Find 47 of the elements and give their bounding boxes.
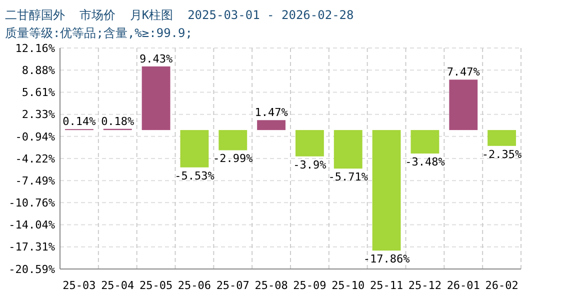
data-label: -5.53% — [174, 169, 215, 182]
x-tick-label: 26-01 — [446, 279, 480, 292]
data-label: -3.48% — [405, 156, 446, 169]
bar — [295, 130, 324, 156]
y-tick-label: -0.94% — [15, 130, 56, 144]
y-tick-label: 2.33% — [22, 108, 56, 122]
data-label: -17.86% — [363, 252, 410, 266]
chart-subtitle: 质量等级:优等品;含量,%≥:99.9; — [5, 26, 192, 40]
y-tick-label: 8.88% — [22, 64, 56, 77]
data-label: -3.9% — [293, 158, 327, 172]
bar — [372, 130, 401, 251]
data-label: -2.35% — [482, 148, 522, 161]
data-label: 0.14% — [62, 115, 96, 128]
x-tick-label: 25-07 — [216, 279, 250, 292]
chart-title: 二甘醇国外 市场价 月K柱图 2025-03-01 - 2026-02-28 — [5, 8, 354, 22]
data-label: -2.99% — [213, 152, 254, 166]
data-label: 9.43% — [139, 52, 173, 66]
x-tick-label: 25-11 — [370, 279, 404, 292]
bar — [218, 130, 248, 150]
x-tick-label: 25-09 — [293, 279, 326, 292]
bar — [410, 130, 440, 154]
y-tick-label: -4.22% — [15, 152, 56, 166]
bar — [180, 130, 209, 168]
y-tick-label: -20.59% — [8, 262, 56, 276]
data-label: -5.71% — [328, 170, 368, 184]
bar — [449, 80, 478, 130]
y-tick-label: -17.31% — [8, 240, 56, 254]
y-tick-label: 5.61% — [22, 86, 56, 100]
x-tick-label: 25-04 — [101, 279, 135, 292]
data-label: 7.47% — [446, 66, 480, 79]
data-label: 1.47% — [254, 106, 288, 120]
bar — [257, 120, 286, 130]
x-tick-label: 25-03 — [62, 279, 96, 292]
bar — [334, 130, 362, 169]
bar — [142, 66, 170, 130]
y-tick-label: -10.76% — [8, 196, 56, 210]
x-tick-label: 25-12 — [408, 279, 442, 292]
x-tick-label: 25-08 — [254, 279, 288, 292]
x-tick-label: 25-10 — [332, 279, 365, 292]
x-tick-label: 25-06 — [178, 279, 212, 292]
data-label: 0.18% — [101, 114, 135, 128]
y-tick-label: -7.49% — [15, 174, 56, 188]
y-tick-label: 12.16% — [15, 42, 56, 55]
x-tick-label: 26-02 — [485, 279, 518, 292]
bar — [488, 130, 516, 146]
x-tick-label: 25-05 — [139, 279, 173, 292]
y-tick-label: -14.04% — [8, 218, 56, 232]
